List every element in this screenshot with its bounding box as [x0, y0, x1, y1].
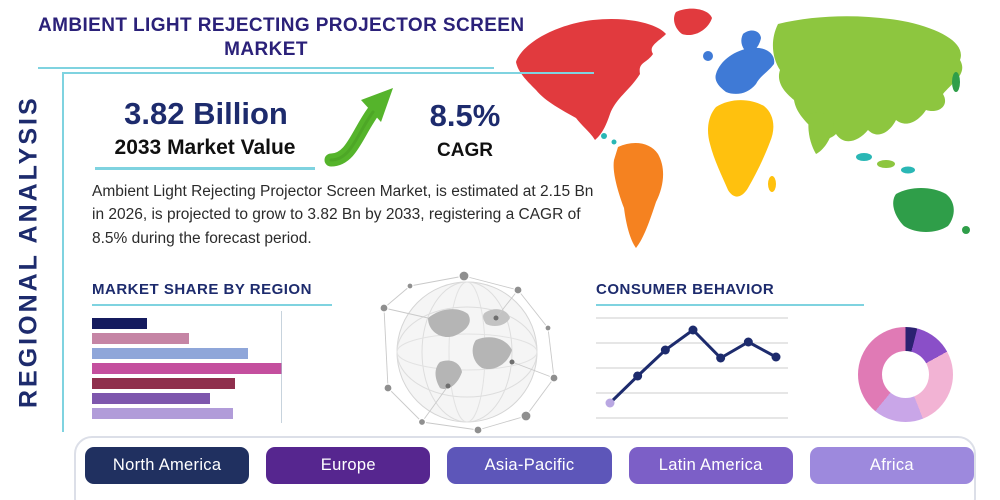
continent-africa [708, 100, 774, 197]
island-carib-2 [611, 139, 617, 145]
continent-south-america [613, 142, 664, 248]
panel-border [62, 72, 594, 432]
line-point-0 [605, 398, 615, 408]
island-madagascar [768, 176, 776, 192]
globe-network-illustration [379, 270, 559, 435]
cagr-caption: CAGR [437, 140, 493, 161]
region-buttons: North America Europe Asia-Pacific Latin Ame… [85, 447, 975, 484]
continent-australia [893, 188, 954, 232]
bar-4 [92, 378, 235, 389]
line-point-2 [660, 345, 670, 355]
region-button-europe[interactable]: Europe [266, 447, 431, 484]
continent-greenland [674, 8, 712, 36]
region-button-latin-america[interactable]: Latin America [628, 447, 793, 484]
island-japan [952, 72, 960, 92]
line-point-6 [771, 352, 781, 362]
region-button-north-america[interactable]: North America [85, 447, 250, 484]
line-point-4 [716, 353, 726, 363]
regional-split-donut-chart [858, 327, 953, 422]
continent-north-america [516, 18, 666, 141]
market-summary: Ambient Light Rejecting Projector Screen… [92, 183, 594, 247]
consumer-behavior-line-chart [596, 317, 788, 419]
market-share-heading: MARKET SHARE BY REGION [92, 281, 332, 306]
scandinavia [741, 30, 761, 53]
bar-5 [92, 393, 210, 404]
bar-2 [92, 348, 248, 359]
growth-arrow-icon [324, 88, 393, 167]
continent-asia [772, 16, 963, 142]
island-nz [962, 226, 970, 234]
consumer-behavior-heading: CONSUMER BEHAVIOR [596, 281, 864, 306]
page-title-line2: MARKET [224, 38, 308, 60]
bar-6 [92, 408, 233, 419]
bar-1 [92, 333, 189, 344]
side-label: REGIONAL ANALYSIS [14, 95, 43, 409]
region-button-africa[interactable]: Africa [809, 447, 975, 484]
donut-hole [882, 351, 929, 398]
island-sea-3 [901, 166, 915, 174]
line-point-5 [743, 337, 753, 347]
bar-3 [92, 363, 282, 374]
page-title-line1: AMBIENT LIGHT REJECTING PROJECTOR SCREEN [38, 15, 525, 36]
line-point-1 [633, 371, 643, 381]
island-uk [703, 51, 713, 61]
india [808, 112, 834, 154]
line-point-3 [688, 325, 698, 335]
world-map [516, 8, 970, 248]
bar-0 [92, 318, 147, 329]
market-value-caption: 2033 Market Value [95, 136, 315, 170]
bottom-outline [74, 436, 976, 500]
bar-chart-gridline [281, 311, 282, 423]
island-carib-1 [601, 133, 607, 139]
island-sea-2 [877, 160, 895, 168]
cagr-value: 8.5% [429, 98, 501, 133]
island-sea-1 [856, 153, 872, 161]
continent-europe [715, 47, 775, 94]
page-title: AMBIENT LIGHT REJECTING PROJECTOR SCREEN… [38, 14, 525, 69]
market-value: 3.82 Billion [124, 96, 288, 131]
market-share-bar-chart [92, 318, 292, 423]
region-button-asia-pacific[interactable]: Asia-Pacific [447, 447, 612, 484]
